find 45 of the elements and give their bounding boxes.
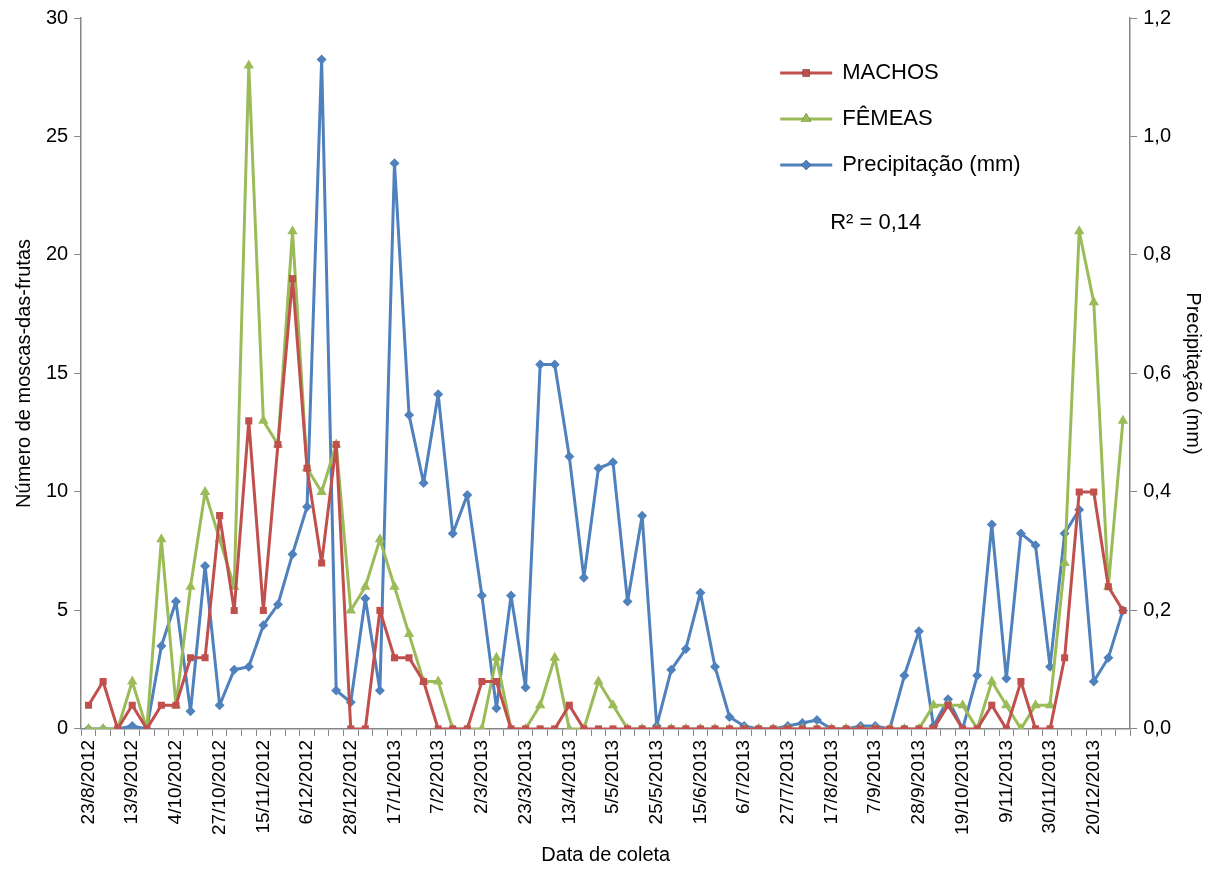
x-tick-label: 6/12/2012 (295, 739, 317, 825)
x-tick-label: 17/8/2013 (819, 739, 841, 825)
y-tick-label: 20 (46, 242, 69, 265)
y2-tick-label: 0,0 (1143, 716, 1172, 739)
x-axis-title: Data de coleta (541, 842, 672, 865)
x-tick-label: 28/12/2012 (339, 739, 360, 835)
x-tick-label: 30/11/2013 (1038, 739, 1060, 834)
y2-tick-label: 1,0 (1143, 124, 1172, 146)
x-tick-label: 23/3/2013 (513, 739, 535, 825)
y-tick-label: 25 (46, 124, 69, 146)
y-tick-label: 10 (46, 479, 69, 502)
y-tick-label: 15 (46, 360, 69, 383)
x-tick-label: 13/4/2013 (557, 739, 579, 825)
x-tick-label: 23/8/2012 (76, 739, 98, 825)
y2-tick-label: 0,4 (1143, 479, 1172, 502)
legend-label: MACHOS (842, 59, 939, 85)
x-tick-label: 27/7/2013 (776, 739, 798, 825)
y-axis-title: Número de moscas-das-frutas (11, 238, 34, 508)
x-tick-label: 20/12/2013 (1082, 739, 1104, 835)
y2-tick-label: 1,2 (1143, 5, 1172, 28)
x-tick-label: 7/9/2013 (863, 739, 885, 814)
legend-label: Precipitação (mm) (842, 151, 1021, 177)
x-tick-label: 13/9/2012 (120, 739, 142, 825)
x-tick-label: 5/5/2013 (601, 739, 623, 814)
x-tick-label: 28/9/2013 (907, 739, 929, 825)
legend-label: FÊMEAS (842, 105, 933, 131)
x-tick-label: 15/11/2012 (251, 739, 273, 834)
y2-tick-label: 0,2 (1143, 597, 1172, 620)
x-tick-label: 19/10/2013 (950, 739, 972, 835)
annotation: R² = 0,14 (830, 209, 922, 235)
y-tick-label: 30 (46, 5, 69, 28)
x-tick-label: 6/7/2013 (732, 739, 754, 814)
y2-tick-label: 0,8 (1143, 242, 1172, 265)
x-tick-label: 17/1/2013 (382, 739, 404, 825)
x-tick-label: 27/10/2012 (207, 739, 229, 835)
y2-axis-title: Precipitação (mm) (1183, 292, 1206, 455)
x-tick-label: 25/5/2013 (644, 739, 666, 825)
x-tick-label: 15/6/2013 (688, 739, 710, 825)
y2-tick-label: 0,6 (1143, 360, 1172, 383)
x-tick-label: 9/11/2013 (994, 739, 1016, 824)
x-tick-label: 7/2/2013 (426, 739, 448, 814)
x-tick-label: 2/3/2013 (470, 739, 492, 814)
y-tick-label: 0 (57, 716, 69, 739)
x-tick-label: 4/10/2012 (164, 739, 186, 825)
y-tick-label: 5 (57, 597, 69, 620)
